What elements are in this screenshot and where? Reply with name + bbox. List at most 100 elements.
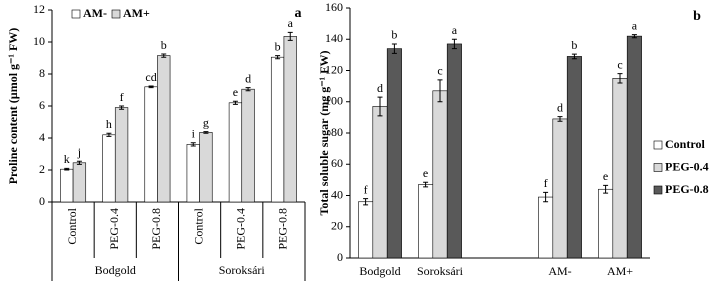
significance-letter: e — [423, 166, 428, 180]
bar — [612, 78, 628, 259]
significance-letter: b — [571, 38, 577, 52]
y-axis-label: Proline content (µmol g⁻¹ FW) — [6, 28, 20, 185]
y-tick-label: 0 — [337, 250, 343, 264]
significance-letter: j — [77, 145, 81, 159]
error-bar — [64, 167, 70, 171]
x-tick-label: Control — [191, 207, 205, 244]
bar — [446, 43, 462, 259]
panel-label: b — [693, 9, 701, 24]
x-tick-label: PEG-0.8 — [276, 208, 290, 250]
significance-letter: f — [544, 176, 548, 190]
bar — [270, 56, 285, 203]
significance-letter: b — [161, 38, 167, 52]
bar — [626, 35, 642, 259]
significance-letter: f — [364, 182, 368, 196]
y-tick-label: 12 — [33, 2, 45, 16]
x-tick-label: PEG-0.4 — [107, 208, 121, 250]
legend-label: PEG-0.8 — [665, 182, 709, 196]
significance-letter: i — [192, 127, 196, 141]
bar — [199, 132, 213, 203]
error-bar — [148, 85, 154, 89]
x-tick-label: AM+ — [607, 264, 633, 278]
y-tick-label: 100 — [325, 94, 343, 108]
bar — [102, 134, 116, 203]
bar — [144, 86, 158, 203]
significance-letter: g — [203, 115, 209, 129]
error-bar — [190, 142, 196, 147]
significance-letter: a — [288, 16, 294, 30]
significance-letter: d — [245, 71, 251, 85]
significance-letter: d — [377, 81, 383, 95]
y-tick-label: 120 — [325, 62, 343, 76]
bar — [186, 144, 200, 203]
significance-letter: f — [120, 90, 124, 104]
legend-label: AM+ — [123, 6, 150, 20]
legend-label: AM- — [83, 6, 107, 20]
error-bar — [287, 31, 293, 41]
error-bar — [377, 96, 383, 117]
error-bar — [245, 87, 251, 92]
y-tick-label: 40 — [331, 187, 343, 201]
error-bar — [603, 184, 609, 194]
bar — [566, 56, 582, 259]
significance-letter: b — [391, 28, 397, 42]
bar — [114, 107, 129, 203]
error-bar — [571, 53, 577, 60]
error-bar — [617, 73, 623, 84]
bar — [283, 36, 297, 203]
significance-letter: cd — [145, 70, 156, 84]
bar — [241, 88, 255, 203]
error-bar — [203, 131, 209, 134]
significance-letter: h — [106, 117, 112, 131]
y-tick-label: 20 — [331, 219, 343, 233]
significance-letter: c — [617, 57, 622, 71]
bar — [157, 55, 171, 203]
group-label: Bodgold — [95, 263, 136, 277]
error-bar — [557, 116, 563, 122]
bar — [228, 102, 243, 203]
legend-swatch — [653, 163, 663, 172]
bar — [372, 106, 388, 259]
y-tick-label: 80 — [331, 125, 343, 139]
error-bar — [451, 38, 457, 50]
bar — [538, 196, 554, 259]
y-tick-label: 10 — [33, 34, 45, 48]
error-bar — [391, 43, 397, 54]
legend-swatch — [653, 140, 663, 150]
y-tick-label: 4 — [39, 130, 45, 144]
legend-swatch — [111, 9, 121, 19]
error-bar — [161, 53, 167, 58]
bar — [598, 188, 614, 259]
y-tick-label: 2 — [39, 162, 45, 176]
legend-swatch — [71, 9, 81, 19]
y-tick-label: 8 — [39, 66, 45, 80]
legend-swatch — [653, 185, 663, 195]
significance-letter: c — [437, 64, 442, 78]
bar — [72, 162, 87, 203]
y-tick-label: 160 — [325, 0, 343, 14]
y-tick-label: 140 — [325, 31, 343, 45]
x-tick-label: Soroksári — [417, 264, 464, 278]
significance-letter: a — [632, 18, 638, 32]
error-bar — [423, 181, 429, 188]
significance-letter: b — [275, 39, 281, 53]
significance-letter: e — [603, 169, 608, 183]
legend-label: PEG-0.4 — [665, 159, 709, 173]
panel-label: a — [295, 6, 302, 21]
group-label: Soroksári — [219, 263, 266, 277]
error-bar — [275, 55, 281, 60]
significance-letter: k — [64, 152, 70, 166]
error-bar — [437, 79, 443, 103]
error-bar — [363, 198, 369, 206]
legend-label: Control — [665, 137, 705, 151]
y-axis-label: Total soluble sugar (mg g⁻¹ FW) — [317, 51, 331, 216]
significance-letter: d — [557, 100, 563, 114]
x-tick-label: AM- — [548, 264, 571, 278]
significance-letter: a — [452, 23, 458, 37]
error-bar — [543, 191, 549, 203]
y-tick-label: 0 — [39, 194, 45, 208]
x-tick-label: PEG-0.4 — [234, 208, 248, 250]
bar — [552, 118, 568, 259]
error-bar — [119, 105, 125, 110]
